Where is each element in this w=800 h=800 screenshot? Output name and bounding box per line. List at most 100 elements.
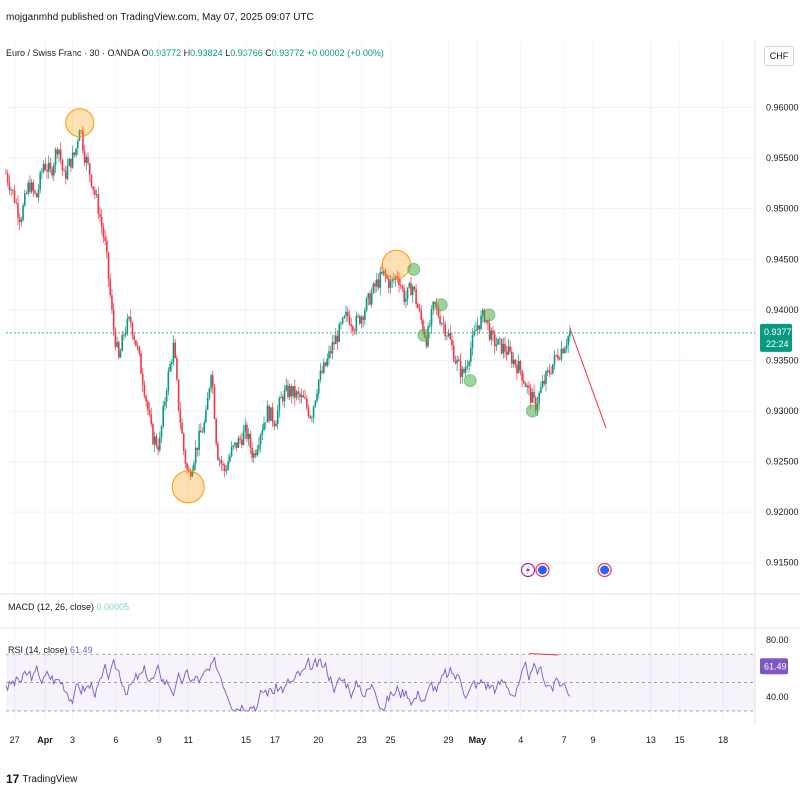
candle-body <box>211 375 214 387</box>
candle-body <box>464 367 467 373</box>
candle-body <box>338 323 341 342</box>
candle-body <box>66 166 69 179</box>
candle-body <box>405 298 407 302</box>
candle-body <box>160 426 163 438</box>
candle-body <box>340 323 342 325</box>
candle-body <box>73 152 76 155</box>
green-circle[interactable] <box>525 404 539 418</box>
currency-button[interactable]: CHF <box>764 46 794 66</box>
candle-body <box>259 434 262 445</box>
green-circle[interactable] <box>463 374 477 388</box>
candle-body <box>393 279 395 280</box>
candle-body <box>463 368 465 373</box>
macd-legend[interactable]: MACD (12, 26, close) 0.00005 <box>8 602 129 612</box>
candle-body <box>478 325 481 330</box>
candle-body <box>172 342 175 363</box>
orange-circle[interactable] <box>65 108 95 138</box>
candle-body <box>420 310 423 321</box>
time-tick-label: 20 <box>313 735 323 745</box>
candle-body <box>61 159 64 170</box>
candle-body <box>499 338 501 340</box>
candle-body <box>307 407 310 417</box>
candle-body <box>123 335 125 336</box>
candle-body <box>87 156 89 164</box>
candle-body <box>444 324 446 337</box>
tradingview-logo-icon: 17 <box>6 772 20 786</box>
green-circle[interactable] <box>434 298 448 312</box>
candle-body <box>222 463 224 466</box>
candle-body <box>507 346 510 355</box>
time-tick-label: 25 <box>386 735 396 745</box>
candle-body <box>247 433 250 439</box>
candle-body <box>152 424 154 445</box>
rsi-legend[interactable]: RSI (14, close) 61.49 <box>8 645 93 655</box>
candle-body <box>528 385 530 388</box>
candle-body <box>20 220 23 223</box>
candle-body <box>100 216 103 228</box>
candle-body <box>189 471 192 477</box>
candle-body <box>239 438 241 440</box>
candle-body <box>35 193 38 198</box>
green-circle[interactable] <box>407 262 421 276</box>
candle-body <box>447 333 450 336</box>
candle-body <box>194 447 197 464</box>
candle-body <box>439 316 441 324</box>
candle-body <box>97 194 100 214</box>
time-tick-label: 17 <box>270 735 280 745</box>
candle-body <box>422 320 424 332</box>
candle-body <box>345 311 347 317</box>
last-price-tag: 0.93772 22:24 <box>760 323 797 352</box>
change-value: +0.00002 (+0.00%) <box>306 48 384 58</box>
rsi-pane: 80.00 40.00 <box>5 635 789 713</box>
projection-line[interactable] <box>569 327 607 429</box>
close-label: C <box>265 48 272 58</box>
candle-body <box>553 354 556 365</box>
candle-body <box>302 395 305 398</box>
candle-body <box>88 163 91 176</box>
rsi-trendline[interactable] <box>529 653 559 656</box>
candle-body <box>534 397 537 411</box>
candle-body <box>213 386 216 420</box>
candle-body <box>83 151 86 163</box>
candle-body <box>502 343 505 354</box>
candle-body <box>129 316 132 323</box>
orange-circle[interactable] <box>381 249 411 279</box>
candle-body <box>481 309 484 316</box>
candle-body <box>85 156 88 163</box>
green-circle[interactable] <box>417 328 431 342</box>
candle-body <box>234 442 236 446</box>
candle-body <box>147 401 149 410</box>
candle-body <box>292 386 294 397</box>
candle-body <box>323 362 325 373</box>
candle-body <box>432 301 435 310</box>
candle-body <box>283 389 286 402</box>
candle-body <box>34 190 36 194</box>
candle-body <box>256 449 259 456</box>
candle-body <box>355 315 358 331</box>
green-circle[interactable] <box>482 308 496 322</box>
candle-body <box>555 354 558 356</box>
candle-body <box>350 324 352 327</box>
candle-body <box>411 286 414 296</box>
candle-body <box>205 410 207 423</box>
low-label: L <box>225 48 231 58</box>
candle-body <box>543 380 546 384</box>
candle-body <box>413 286 416 290</box>
candle-body <box>140 353 142 374</box>
candle-body <box>516 364 518 374</box>
candle-body <box>117 342 120 358</box>
candle-body <box>493 334 496 347</box>
candle-body <box>440 323 443 325</box>
candle-body <box>519 361 522 371</box>
candle-body <box>329 351 332 354</box>
candle-body <box>357 315 359 317</box>
candle-body <box>328 351 330 359</box>
candle-body <box>367 293 370 299</box>
candle-body <box>18 217 21 223</box>
candle-body <box>408 283 411 288</box>
time-tick-label: 6 <box>113 735 118 745</box>
candle-body <box>141 373 144 386</box>
orange-circle[interactable] <box>171 470 205 504</box>
candle-body <box>403 288 405 302</box>
